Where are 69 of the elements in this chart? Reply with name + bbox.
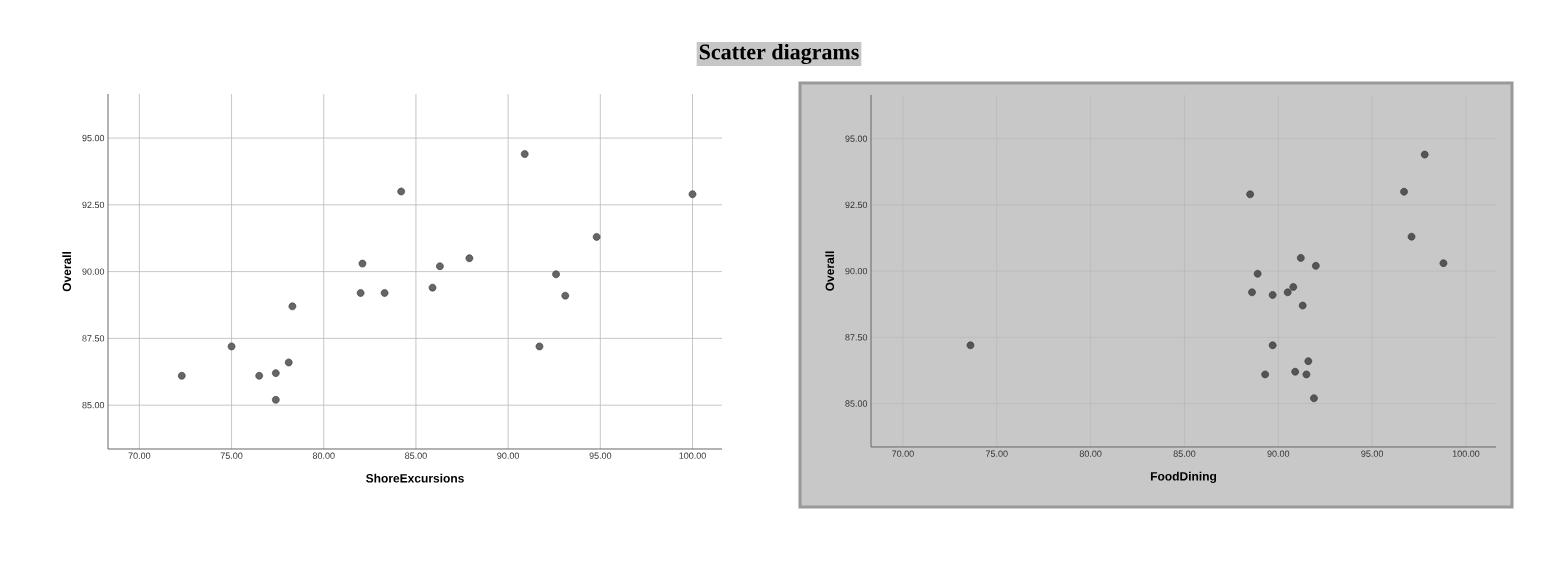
y-tick-label: 92.50	[845, 201, 868, 209]
point	[1439, 259, 1448, 267]
point	[1304, 357, 1313, 365]
point	[1298, 301, 1307, 310]
y-axis-title: Overall	[62, 252, 72, 292]
point	[535, 342, 544, 351]
point	[177, 372, 186, 380]
point	[380, 289, 389, 297]
x-tick-label: 80.00	[312, 452, 335, 459]
point	[436, 262, 444, 271]
point	[1261, 370, 1269, 379]
y-axis-title: Overall	[825, 251, 835, 291]
x-axis-title: FoodDining	[1150, 471, 1217, 483]
y-tick-label: 90.00	[82, 268, 105, 275]
point	[255, 372, 264, 380]
point	[1268, 341, 1277, 350]
point	[227, 342, 236, 351]
point	[1248, 288, 1256, 297]
point	[358, 259, 367, 268]
text: Scatter diagrams	[699, 43, 859, 65]
x-tick-label: 95.00	[1361, 450, 1384, 457]
x-tick-label: 90.00	[1267, 450, 1290, 457]
point	[1291, 367, 1299, 376]
x-axis-title: ShoreExcursions	[366, 473, 464, 483]
point	[1400, 187, 1408, 196]
x-tick-label: 100.00	[679, 452, 706, 459]
point	[592, 233, 601, 241]
point	[397, 187, 405, 196]
y-tick-label: 90.00	[845, 267, 868, 275]
point	[428, 283, 437, 292]
point	[552, 270, 560, 279]
x-tick-label: 85.00	[405, 452, 427, 459]
point	[1253, 269, 1262, 278]
y-tick-label: 95.00	[82, 134, 105, 142]
point	[520, 150, 529, 158]
y-tick-label: 95.00	[845, 135, 868, 142]
x-tick-label: 80.00	[1079, 450, 1102, 457]
point	[1283, 288, 1292, 297]
point	[1302, 370, 1311, 379]
point	[284, 358, 293, 367]
point	[272, 396, 280, 404]
point	[1289, 283, 1298, 291]
point	[1310, 394, 1318, 403]
x-tick-label: 75.00	[220, 452, 243, 459]
y-tick-label: 85.00	[82, 401, 105, 409]
y-tick-label: 87.50	[82, 335, 105, 342]
point	[288, 302, 297, 311]
point	[1268, 291, 1277, 299]
x-tick-label: 95.00	[589, 452, 612, 459]
x-tick-label: 70.00	[892, 450, 914, 457]
y-tick-label: 92.50	[82, 201, 105, 209]
x-tick-label: 100.00	[1452, 450, 1480, 457]
point	[1420, 150, 1429, 159]
point	[561, 291, 570, 300]
x-tick-label: 90.00	[497, 452, 520, 459]
point	[688, 190, 697, 198]
point	[1407, 232, 1416, 241]
point	[966, 341, 975, 350]
x-tick-label: 85.00	[1173, 450, 1196, 457]
x-tick-label: 75.00	[985, 450, 1008, 457]
y-tick-label: 87.50	[845, 334, 868, 341]
point	[1312, 262, 1320, 270]
point	[272, 369, 280, 377]
x-tick-label: 70.00	[128, 452, 151, 459]
point	[356, 289, 365, 297]
y-tick-label: 85.00	[845, 400, 868, 407]
point	[465, 254, 474, 263]
point	[1297, 254, 1305, 262]
point	[1246, 190, 1254, 199]
